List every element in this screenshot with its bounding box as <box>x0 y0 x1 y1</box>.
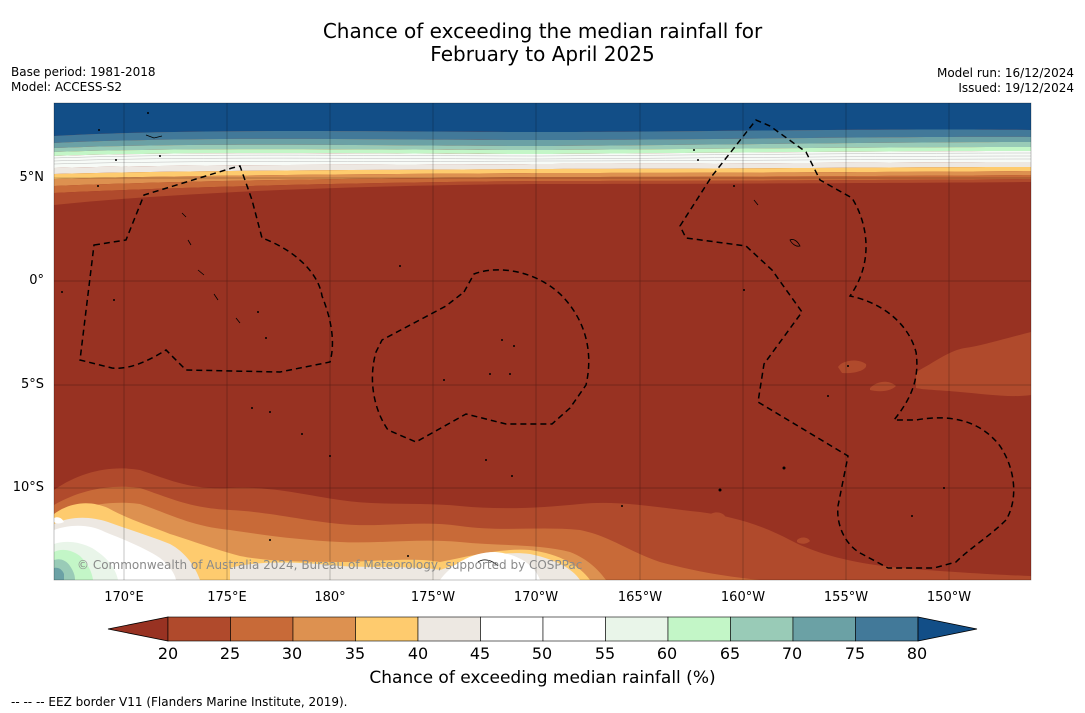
colorbar-tick-25: 25 <box>219 644 241 663</box>
colorbar-tick-50: 50 <box>531 644 553 663</box>
lon-label-175w: 175°W <box>410 590 456 605</box>
colorbar-tick-70: 70 <box>781 644 803 663</box>
map-frame <box>53 102 1032 581</box>
issued-date: Issued: 19/12/2024 <box>958 81 1074 95</box>
colorbar-segment <box>167 616 231 642</box>
title-line-2: February to April 2025 <box>430 42 655 66</box>
colorbar-tick-65: 65 <box>719 644 741 663</box>
lat-label-5n: 5°N <box>19 170 45 185</box>
colorbar-segment <box>605 616 669 642</box>
colorbar-segment <box>355 616 419 642</box>
colorbar-segment <box>292 616 356 642</box>
meta-left: Base period: 1981-2018 Model: ACCESS-S2 <box>11 65 156 95</box>
colorbar-segment <box>792 616 856 642</box>
lat-label-5s: 5°S <box>20 377 44 392</box>
colorbar-tick-75: 75 <box>844 644 866 663</box>
colorbar-arrow-high <box>917 616 978 642</box>
eez-border-kiribati-gilberts <box>79 165 334 373</box>
colorbar <box>107 616 978 642</box>
colorbar-tick-55: 55 <box>594 644 616 663</box>
colorbar-arrow-low <box>107 616 169 642</box>
model-name: Model: ACCESS-S2 <box>11 80 123 94</box>
colorbar-segment <box>667 616 731 642</box>
colorbar-tick-40: 40 <box>407 644 429 663</box>
colorbar-tick-45: 45 <box>469 644 491 663</box>
lon-label-160w: 160°W <box>720 590 766 605</box>
model-run: Model run: 16/12/2024 <box>936 66 1074 80</box>
islands <box>145 134 801 567</box>
south-band <box>54 468 1031 580</box>
colorbar-tick-60: 60 <box>656 644 678 663</box>
lon-label-170w: 170°W <box>513 590 559 605</box>
colorbar-tick-20: 20 <box>157 644 179 663</box>
island-dots <box>61 112 945 557</box>
lon-label-150w: 150°W <box>926 590 972 605</box>
meta-right: Model run: 16/12/2024 Issued: 19/12/2024 <box>937 66 1074 96</box>
eez-borders <box>79 119 1015 569</box>
eez-border-kiribati-phoenix <box>371 269 590 443</box>
eez-border-kiribati-line <box>679 119 1015 569</box>
title-line-1: Chance of exceeding the median rainfall … <box>322 19 763 43</box>
lon-label-180: 180° <box>314 590 346 605</box>
colorbar-tick-30: 30 <box>281 644 303 663</box>
colorbar-tick-35: 35 <box>344 644 366 663</box>
base-period: Base period: 1981-2018 <box>11 65 156 79</box>
lon-label-170e: 170°E <box>104 590 144 605</box>
north-band <box>54 103 1031 205</box>
colorbar-segment <box>730 616 794 642</box>
lon-label-165w: 165°W <box>617 590 663 605</box>
colorbar-title: Chance of exceeding median rainfall (%) <box>369 668 716 688</box>
colorbar-segment <box>480 616 544 642</box>
lon-label-175e: 175°E <box>207 590 247 605</box>
colorbar-segment <box>542 616 606 642</box>
copyright-text: © Commonwealth of Australia 2024, Bureau… <box>77 558 583 572</box>
colorbar-segment <box>855 616 919 642</box>
lat-label-10s: 10°S <box>12 480 44 495</box>
lat-label-0: 0° <box>29 273 44 288</box>
colorbar-segment <box>230 616 294 642</box>
eez-legend-note: -- -- -- EEZ border V11 (Flanders Marine… <box>11 695 348 709</box>
colorbar-tick-80: 80 <box>906 644 928 663</box>
lon-label-155w: 155°W <box>823 590 869 605</box>
colorbar-segment <box>417 616 481 642</box>
map-title: Chance of exceeding the median rainfall … <box>0 20 1085 66</box>
